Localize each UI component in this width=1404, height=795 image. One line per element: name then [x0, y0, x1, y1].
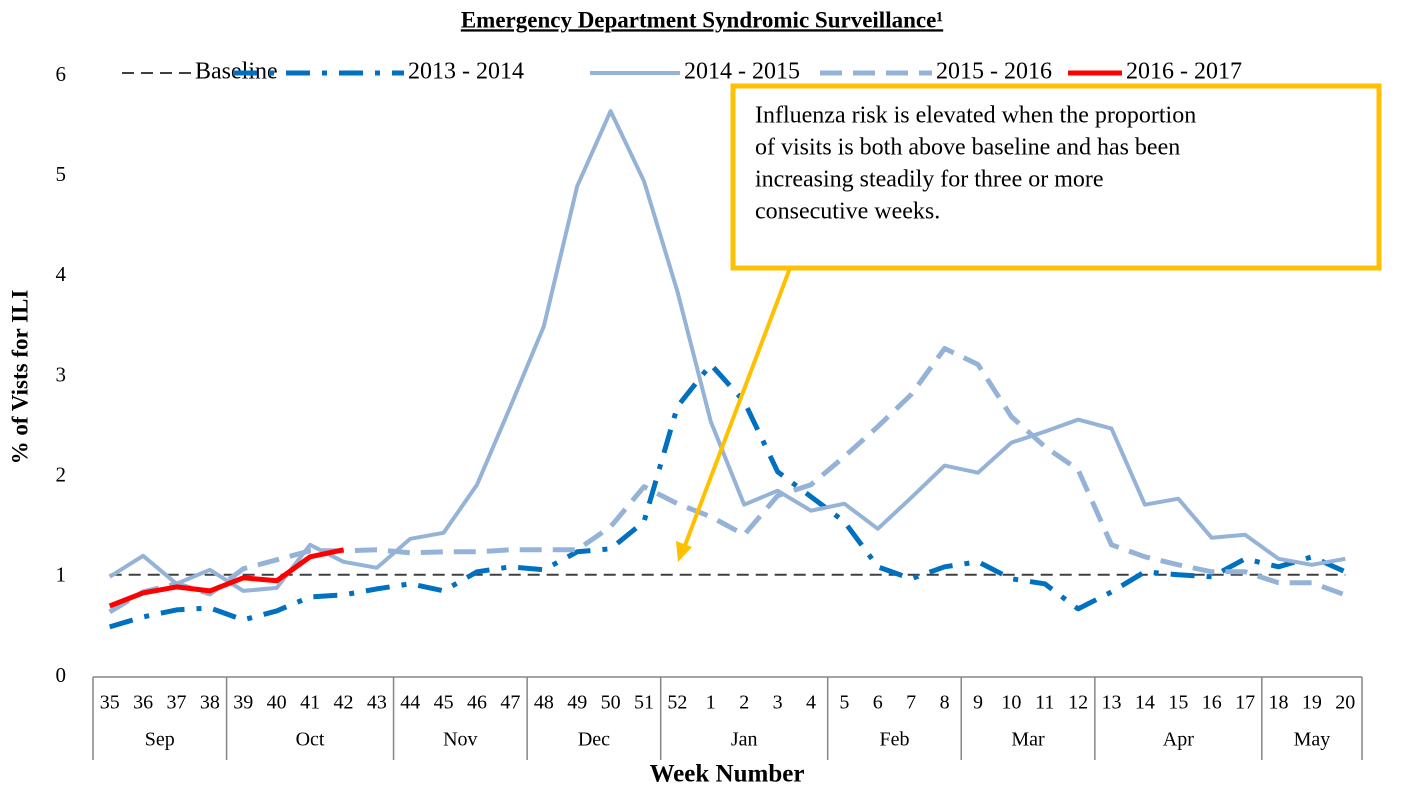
annotation-arrow — [682, 267, 792, 549]
x-tick-label: 38 — [200, 692, 220, 714]
x-tick-label: 46 — [467, 692, 487, 714]
x-tick-label: 45 — [434, 692, 454, 714]
annotation-arrowhead — [676, 541, 692, 562]
y-tick-label: 6 — [56, 62, 67, 86]
x-group-label: Apr — [1163, 729, 1194, 751]
x-tick-label: 14 — [1135, 692, 1155, 714]
x-tick-label: 19 — [1302, 692, 1322, 714]
legend-label: 2013 - 2014 — [408, 59, 524, 85]
x-tick-label: 8 — [940, 692, 950, 714]
x-tick-label: 35 — [100, 692, 120, 714]
x-tick-label: 39 — [233, 692, 253, 714]
x-group-label: Oct — [296, 729, 325, 751]
x-tick-label: 50 — [601, 692, 621, 714]
x-tick-label: 1 — [706, 692, 716, 714]
chart-title: Emergency Department Syndromic Surveilla… — [461, 7, 943, 32]
x-tick-label: 49 — [567, 692, 587, 714]
series-line — [108, 547, 345, 609]
x-group-label: Nov — [443, 729, 477, 751]
y-tick-label: 5 — [56, 162, 67, 186]
x-tick-label: 42 — [333, 692, 353, 714]
x-tick-label: 6 — [873, 692, 883, 714]
y-tick-label: 3 — [56, 362, 67, 386]
x-tick-label: 17 — [1235, 692, 1255, 714]
x-tick-label: 47 — [500, 692, 520, 714]
x-axis-title: Week Number — [650, 761, 805, 788]
x-tick-label: 40 — [267, 692, 287, 714]
x-tick-label: 5 — [839, 692, 849, 714]
x-tick-label: 44 — [400, 692, 420, 714]
x-tick-label: 51 — [634, 692, 654, 714]
y-tick-label: 1 — [56, 563, 67, 587]
x-tick-label: 16 — [1202, 692, 1222, 714]
series-line — [108, 362, 1347, 630]
x-group-label: Jan — [731, 729, 758, 751]
x-tick-label: 48 — [534, 692, 554, 714]
x-tick-label: 9 — [973, 692, 983, 714]
annotation-text: consecutive weeks. — [755, 199, 940, 225]
annotation-text: increasing steadily for three or more — [755, 167, 1104, 193]
annotation-text: of visits is both above baseline and has… — [755, 135, 1180, 161]
y-tick-label: 2 — [56, 462, 67, 486]
series-line — [108, 346, 1347, 615]
x-tick-label: 36 — [133, 692, 153, 714]
x-tick-label: 4 — [806, 692, 816, 714]
x-tick-label: 43 — [367, 692, 387, 714]
x-tick-label: 11 — [1035, 692, 1054, 714]
x-group-label: Mar — [1011, 729, 1045, 751]
series-line — [108, 109, 1346, 593]
legend-label: 2016 - 2017 — [1126, 59, 1242, 85]
x-group-label: Feb — [879, 729, 909, 751]
x-group-label: Sep — [145, 729, 175, 751]
x-group-label: May — [1294, 729, 1331, 751]
y-tick-label: 4 — [56, 262, 67, 286]
x-tick-label: 20 — [1335, 692, 1355, 714]
x-tick-label: 13 — [1102, 692, 1122, 714]
x-tick-label: 2 — [739, 692, 749, 714]
x-tick-label: 41 — [300, 692, 320, 714]
x-tick-label: 12 — [1068, 692, 1088, 714]
annotation-text: Influenza risk is elevated when the prop… — [755, 103, 1196, 129]
legend-label: 2014 - 2015 — [684, 59, 800, 85]
y-tick-label: 0 — [56, 663, 67, 687]
x-tick-label: 10 — [1001, 692, 1021, 714]
x-tick-label: 3 — [773, 692, 783, 714]
annotation-box — [730, 83, 1382, 271]
legend-label: 2015 - 2016 — [936, 59, 1052, 85]
x-tick-label: 18 — [1269, 692, 1289, 714]
x-tick-label: 37 — [166, 692, 186, 714]
x-tick-label: 15 — [1168, 692, 1188, 714]
x-tick-label: 7 — [906, 692, 916, 714]
x-group-label: Dec — [578, 729, 610, 751]
x-tick-label: 52 — [667, 692, 687, 714]
y-axis-title: % of Vists for ILI — [7, 290, 32, 465]
